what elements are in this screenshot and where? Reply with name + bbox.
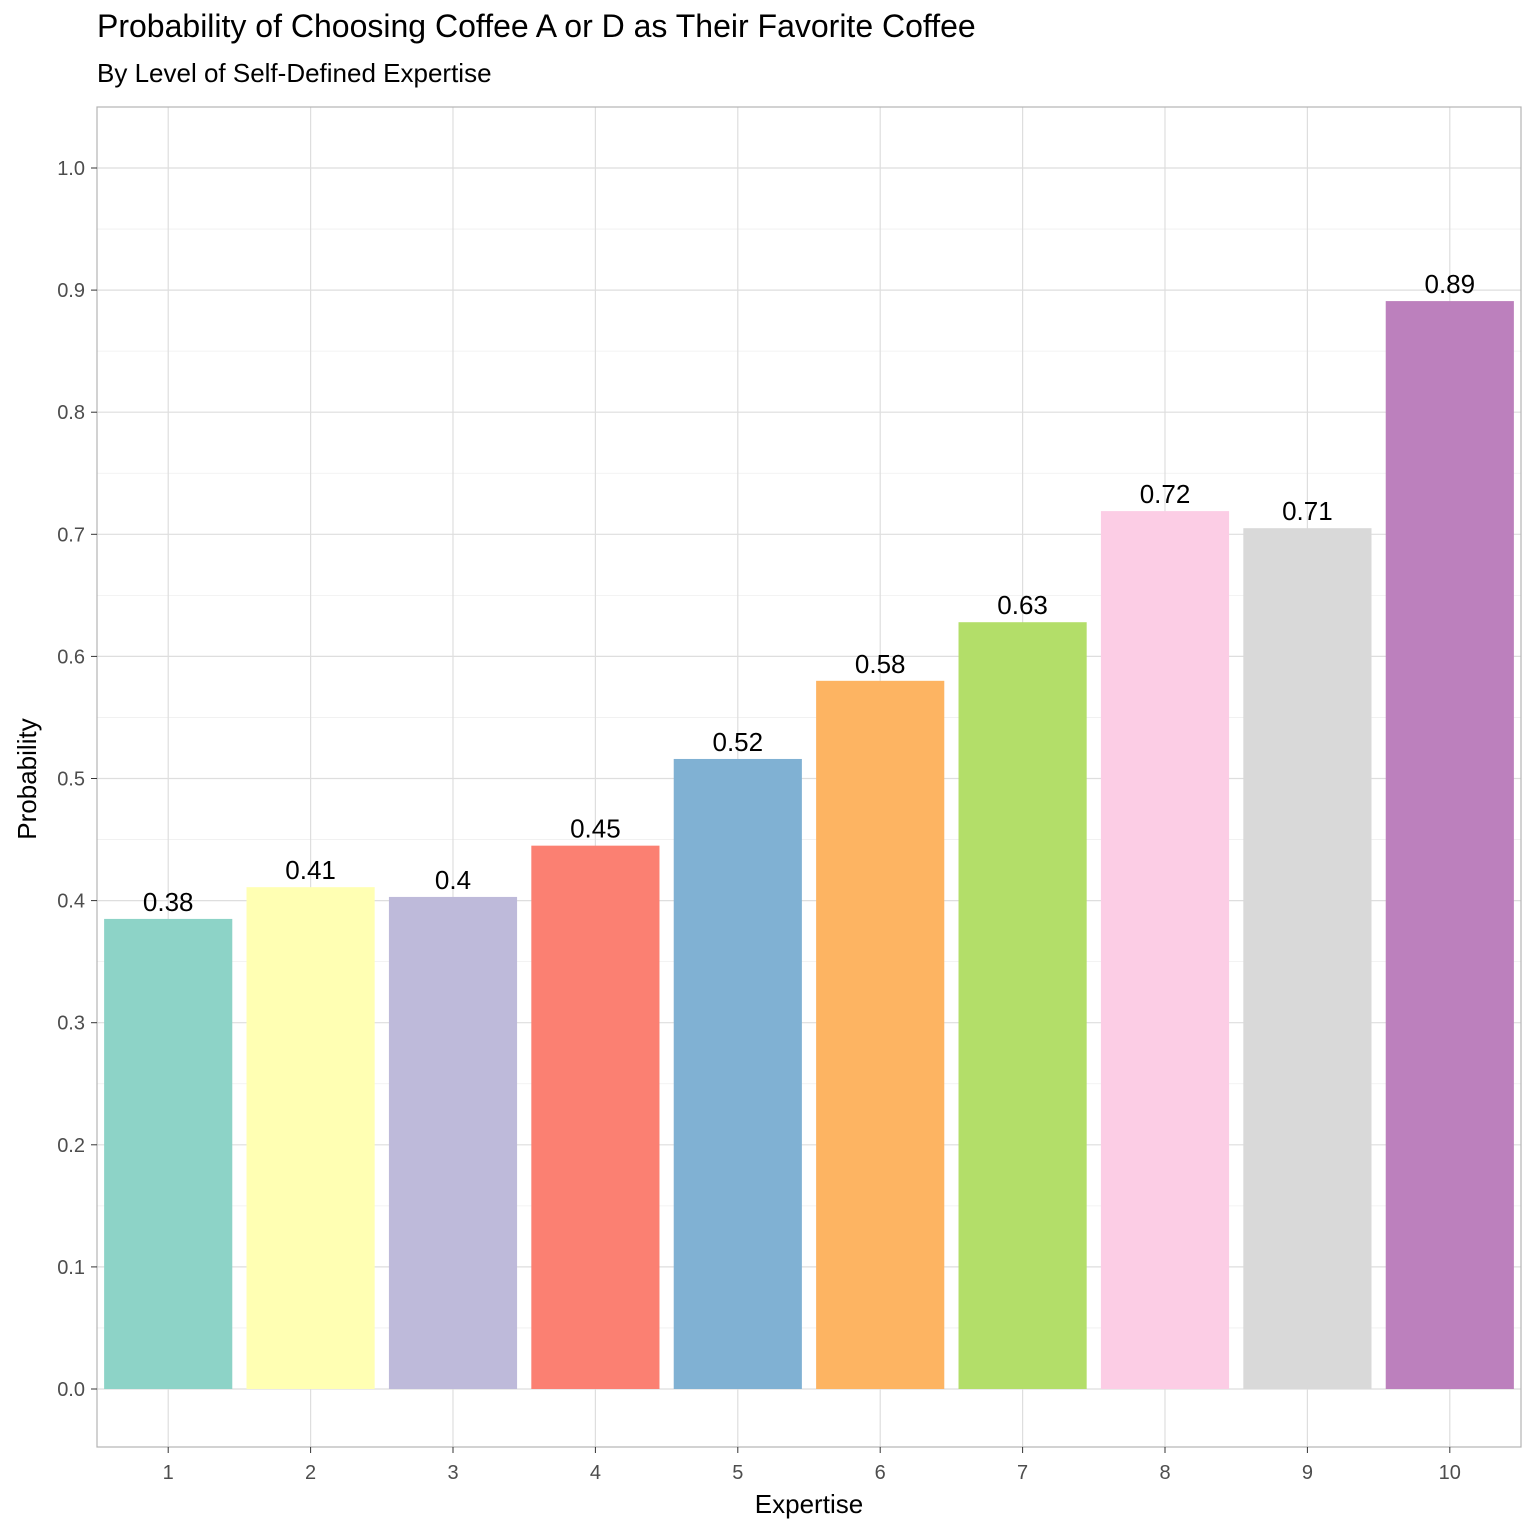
x-tick-label: 10 (1439, 1462, 1461, 1484)
x-tick-label: 6 (875, 1462, 886, 1484)
bar (816, 680, 945, 1389)
bar (1385, 301, 1514, 1389)
y-tick-label: 0.2 (57, 1135, 85, 1157)
y-tick-label: 0.6 (57, 646, 85, 668)
y-tick-label: 0.3 (57, 1013, 85, 1035)
y-axis-ticks: 0.0 0.1 0.2 0.3 0.4 0.5 0.6 0.7 0.8 0.9 1.0 (57, 158, 97, 1401)
y-tick-label: 0.0 (57, 1379, 85, 1401)
y-tick-label: 0.9 (57, 280, 85, 302)
bar (673, 758, 802, 1389)
bar (246, 887, 375, 1389)
y-tick-label: 0.8 (57, 402, 85, 424)
bar-value-label: 0.52 (712, 727, 763, 757)
bar-value-label: 0.45 (570, 814, 621, 844)
bar-value-label: 0.72 (1140, 479, 1191, 509)
x-tick-label: 4 (590, 1462, 601, 1484)
y-axis-label: Probability (12, 718, 42, 839)
bar (531, 845, 660, 1389)
x-tick-label: 8 (1159, 1462, 1170, 1484)
y-tick-label: 0.4 (57, 891, 85, 913)
bar-value-labels: 0.38 0.41 0.4 0.45 0.52 0.58 0.63 0.72 0.71 0.89 (143, 269, 1475, 917)
x-axis-ticks: 1 2 3 4 5 6 7 8 9 10 (163, 1447, 1461, 1484)
bars (104, 301, 1514, 1389)
bar (958, 622, 1087, 1389)
x-tick-label: 5 (732, 1462, 743, 1484)
bar-value-label: 0.89 (1424, 269, 1475, 299)
chart-title: Probability of Choosing Coffee A or D as… (97, 8, 976, 44)
x-tick-label: 7 (1017, 1462, 1028, 1484)
y-tick-label: 1.0 (57, 158, 85, 180)
x-axis-label: Expertise (755, 1489, 863, 1519)
bar (1243, 528, 1372, 1389)
bar (104, 918, 233, 1389)
bar-value-label: 0.4 (435, 865, 471, 895)
y-tick-label: 0.7 (57, 524, 85, 546)
y-tick-label: 0.5 (57, 769, 85, 791)
chart-subtitle: By Level of Self-Defined Expertise (97, 58, 492, 88)
bar (388, 896, 518, 1389)
y-tick-label: 0.1 (57, 1257, 85, 1279)
bar-value-label: 0.38 (143, 887, 194, 917)
bar-value-label: 0.63 (997, 590, 1048, 620)
x-tick-label: 2 (305, 1462, 316, 1484)
x-tick-label: 3 (447, 1462, 458, 1484)
bar-value-label: 0.71 (1282, 496, 1333, 526)
bar (1100, 511, 1230, 1389)
x-tick-label: 9 (1302, 1462, 1313, 1484)
bar-value-label: 0.41 (285, 855, 336, 885)
panel-border (96, 106, 1522, 1448)
bar-value-label: 0.58 (855, 649, 906, 679)
x-tick-label: 1 (163, 1462, 174, 1484)
